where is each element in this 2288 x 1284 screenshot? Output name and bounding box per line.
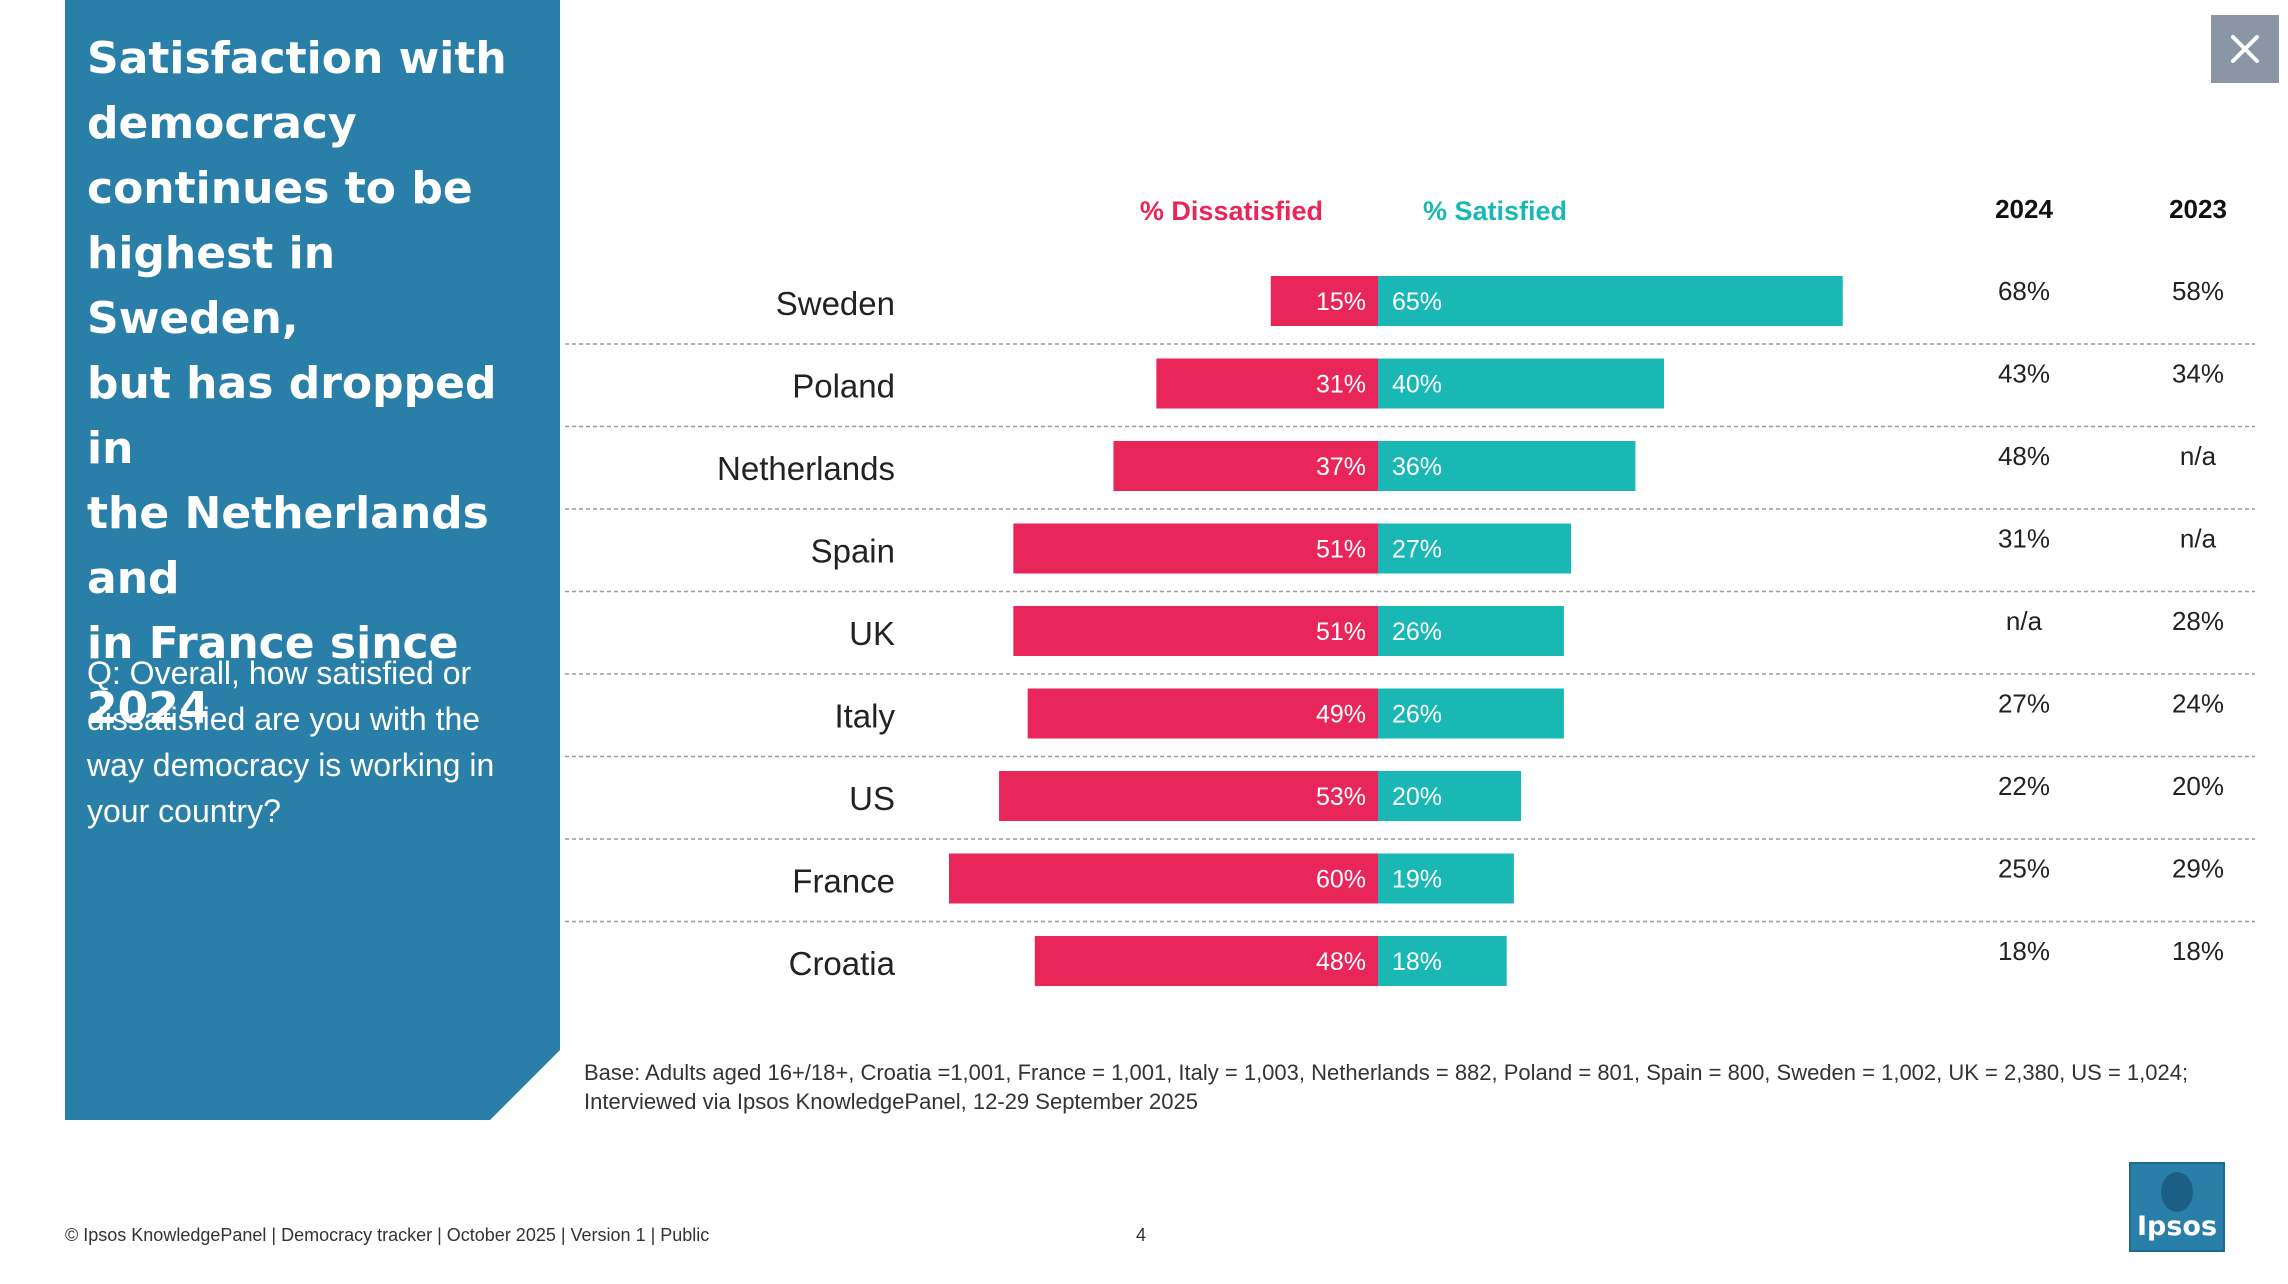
satisfied-value-label: 40% xyxy=(1392,371,1442,399)
dissatisfied-bar xyxy=(1027,688,1378,739)
dissatisfied-value-label: 53% xyxy=(1316,783,1366,811)
year-2024-value: 18% xyxy=(1998,936,2050,966)
close-button[interactable] xyxy=(2211,15,2279,83)
page-number: 4 xyxy=(1136,1225,1147,1245)
year-2023-value: 20% xyxy=(2172,771,2224,801)
year-2023-value: 18% xyxy=(2172,936,2224,966)
year-2023-value: n/a xyxy=(2180,441,2217,471)
close-icon xyxy=(2231,35,2259,63)
logo-text: Ipsos xyxy=(2136,1211,2218,1242)
democracy-satisfaction-chart: % Dissatisfied % Satisfied 2024 2023 Sweden 1… xyxy=(565,194,2255,986)
dissatisfied-bar xyxy=(1270,276,1378,326)
category-label: Spain xyxy=(811,533,895,570)
category-label: UK xyxy=(849,615,895,652)
legend-dissatisfied: % Dissatisfied xyxy=(1140,196,1323,226)
satisfied-bar xyxy=(1378,276,1843,326)
year-2023-value: 58% xyxy=(2172,276,2224,306)
side-panel xyxy=(65,0,560,1120)
dissatisfied-bar xyxy=(1013,523,1378,574)
satisfied-bar xyxy=(1378,358,1664,409)
dissatisfied-value-label: 49% xyxy=(1316,701,1366,729)
year-2024-value: 43% xyxy=(1998,359,2050,389)
year-2024-value: 31% xyxy=(1998,524,2050,554)
slide-title: Satisfaction with democracy continues to… xyxy=(87,33,507,734)
base-note: Base: Adults aged 16+/18+, Croatia =1,00… xyxy=(584,1060,2189,1114)
year-header-2024: 2024 xyxy=(1995,194,2053,224)
satisfied-bar xyxy=(1378,441,1636,491)
footer-text: © Ipsos KnowledgePanel | Democracy track… xyxy=(65,1225,710,1245)
dissatisfied-bar xyxy=(949,853,1378,904)
year-2023-value: 24% xyxy=(2172,689,2224,719)
satisfied-bar xyxy=(1378,523,1572,574)
dissatisfied-value-label: 15% xyxy=(1316,288,1366,316)
category-label: Sweden xyxy=(776,285,895,322)
dissatisfied-value-label: 51% xyxy=(1316,618,1366,646)
category-label: Poland xyxy=(792,368,895,405)
satisfied-value-label: 26% xyxy=(1392,701,1442,729)
satisfied-bar xyxy=(1378,936,1507,986)
dissatisfied-value-label: 51% xyxy=(1316,536,1366,564)
year-2023-value: 28% xyxy=(2172,606,2224,636)
satisfied-value-label: 18% xyxy=(1392,948,1442,976)
satisfied-value-label: 27% xyxy=(1392,536,1442,564)
dissatisfied-bar xyxy=(1013,606,1378,656)
year-2024-value: 25% xyxy=(1998,854,2050,884)
year-2024-value: 27% xyxy=(1998,689,2050,719)
category-label: France xyxy=(792,863,895,900)
satisfied-bar xyxy=(1378,853,1514,904)
year-2023-value: n/a xyxy=(2180,524,2217,554)
dissatisfied-bar xyxy=(1034,936,1378,986)
category-label: Italy xyxy=(834,698,895,735)
dissatisfied-value-label: 60% xyxy=(1316,866,1366,894)
category-label: Netherlands xyxy=(717,450,895,487)
category-label: Croatia xyxy=(789,945,896,982)
year-header-2023: 2023 xyxy=(2169,194,2227,224)
satisfied-value-label: 36% xyxy=(1392,453,1442,481)
year-2024-value: 48% xyxy=(1998,441,2050,471)
satisfied-bar xyxy=(1378,688,1564,739)
year-2024-value: n/a xyxy=(2006,606,2043,636)
category-label: US xyxy=(849,780,895,817)
satisfied-value-label: 19% xyxy=(1392,866,1442,894)
satisfied-value-label: 65% xyxy=(1392,288,1442,316)
dissatisfied-value-label: 31% xyxy=(1316,371,1366,399)
legend-satisfied: % Satisfied xyxy=(1423,196,1567,226)
satisfied-value-label: 20% xyxy=(1392,783,1442,811)
dissatisfied-bar xyxy=(999,771,1378,821)
dissatisfied-value-label: 48% xyxy=(1316,948,1366,976)
year-2024-value: 22% xyxy=(1998,771,2050,801)
logo-mark xyxy=(2161,1172,2193,1212)
satisfied-bar xyxy=(1378,606,1564,656)
year-2023-value: 34% xyxy=(2172,359,2224,389)
dissatisfied-bar xyxy=(1113,441,1378,491)
satisfied-bar xyxy=(1378,771,1521,821)
year-2023-value: 29% xyxy=(2172,854,2224,884)
ipsos-logo: Ipsos xyxy=(2129,1162,2225,1252)
survey-question: Q: Overall, how satisfied or dissatisfie… xyxy=(87,655,495,829)
satisfied-value-label: 26% xyxy=(1392,618,1442,646)
dissatisfied-value-label: 37% xyxy=(1316,453,1366,481)
dissatisfied-bar xyxy=(1156,358,1378,409)
year-2024-value: 68% xyxy=(1998,276,2050,306)
